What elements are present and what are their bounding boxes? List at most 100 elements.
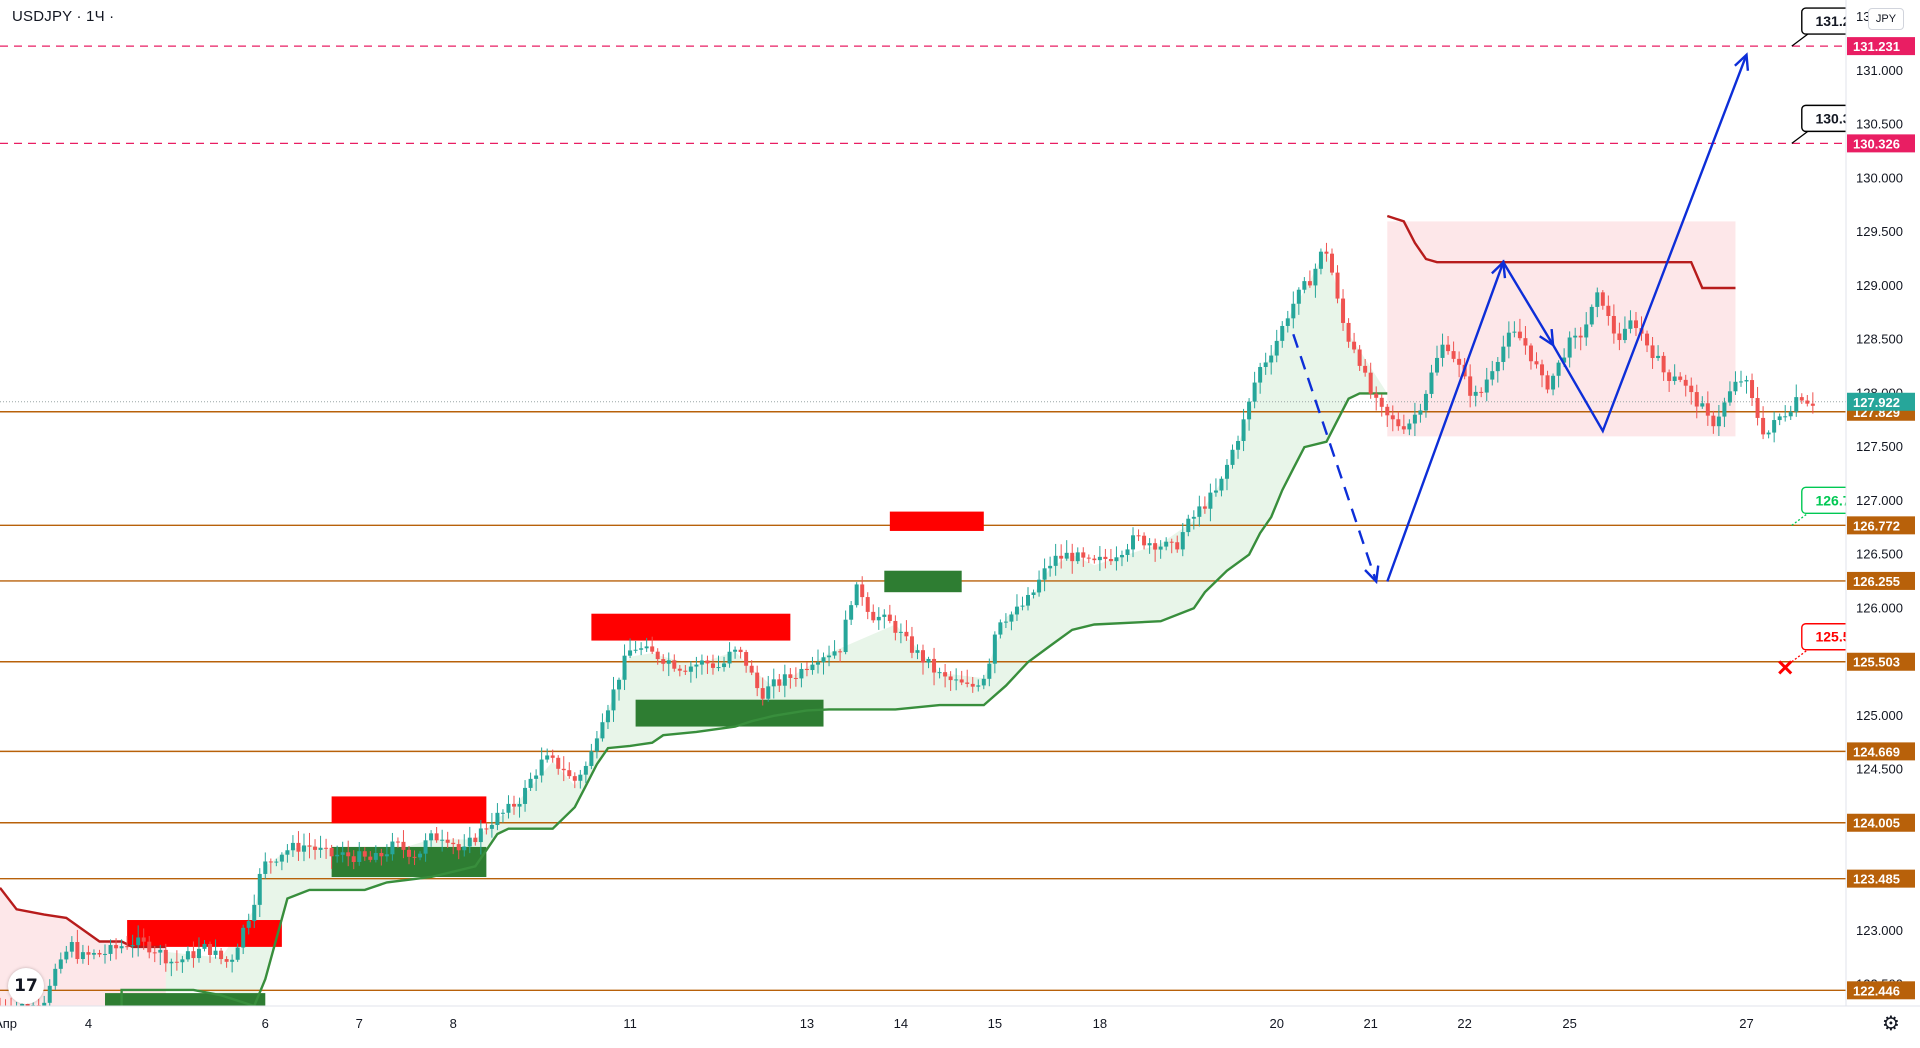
- candle: [876, 607, 881, 630]
- candle-body: [561, 768, 566, 771]
- price-badge-125.503: 125.503: [1853, 655, 1900, 670]
- candle: [1374, 386, 1379, 411]
- candle-body: [523, 787, 528, 804]
- candle: [1810, 392, 1815, 414]
- candle: [268, 858, 273, 874]
- plot-area: 131.231 130.326 126.772 125.503: [0, 7, 1846, 1006]
- candle-body: [1562, 357, 1567, 363]
- candle: [467, 826, 472, 854]
- candle-body: [1180, 532, 1185, 550]
- candle-body: [1158, 546, 1163, 550]
- candle: [1241, 408, 1246, 452]
- candle-body: [1661, 355, 1666, 373]
- candle: [445, 831, 450, 848]
- candle: [605, 704, 610, 730]
- gear-icon[interactable]: ⚙: [1882, 1011, 1900, 1035]
- last-price-badge-bg: [1847, 392, 1915, 411]
- candle: [948, 671, 953, 691]
- candle: [1329, 248, 1334, 276]
- candle: [125, 936, 130, 950]
- candle-body: [1777, 416, 1782, 421]
- candle: [827, 645, 832, 667]
- candle-body: [738, 649, 743, 653]
- candle: [1761, 406, 1766, 440]
- candle-body: [1213, 490, 1218, 493]
- candle: [1772, 411, 1777, 443]
- candle: [804, 662, 809, 677]
- candle-body: [241, 927, 246, 948]
- candle-body: [744, 652, 749, 666]
- candle: [970, 677, 975, 693]
- currency-button[interactable]: JPY: [1868, 8, 1904, 30]
- x-tick-label: 20: [1269, 1016, 1283, 1031]
- candle: [1224, 459, 1229, 491]
- candle-body: [440, 839, 445, 841]
- candle-body: [943, 672, 948, 677]
- candle-body: [20, 1003, 25, 1006]
- candle-body: [644, 646, 649, 649]
- candle: [1274, 329, 1279, 363]
- candle: [1689, 377, 1694, 405]
- price-badge-123.485-bg: [1847, 869, 1915, 888]
- candle-body: [749, 665, 754, 673]
- price-badge-122.446-bg: [1847, 981, 1915, 1000]
- candle-body: [1119, 554, 1124, 558]
- candle-body: [47, 985, 52, 1003]
- candle-body: [478, 828, 483, 843]
- supply-zone-3: [889, 511, 984, 531]
- candle: [406, 845, 411, 865]
- candle: [1440, 333, 1445, 367]
- candle: [893, 615, 898, 641]
- candle-body: [335, 854, 340, 857]
- price-badge-122.446: 122.446: [1853, 983, 1900, 998]
- candle: [1158, 540, 1163, 559]
- candle: [1031, 589, 1036, 599]
- candle-body: [1766, 432, 1771, 435]
- x-tick-label: 4: [85, 1016, 92, 1031]
- demand-zone-3: [884, 570, 962, 593]
- candle-body: [1534, 361, 1539, 365]
- callout-125.503: 125.503: [1791, 623, 1846, 663]
- candle-body: [1794, 397, 1799, 412]
- candle: [1479, 387, 1484, 398]
- candle-body: [788, 674, 793, 678]
- symbol-title[interactable]: USDJPY · 1Ч ·: [12, 8, 115, 25]
- candle-body: [208, 943, 213, 955]
- resistance-fill: [1387, 221, 1736, 437]
- candle-body: [423, 840, 428, 854]
- candle-body: [777, 679, 782, 686]
- y-tick-label: 127.500: [1856, 439, 1903, 454]
- candle: [147, 936, 152, 959]
- candle: [97, 949, 102, 958]
- candle: [1003, 613, 1008, 629]
- forecast-arrowhead-dashed: [1364, 565, 1380, 585]
- candle: [1236, 435, 1241, 459]
- candle-body: [484, 828, 489, 830]
- candle: [86, 945, 91, 966]
- candle: [594, 730, 599, 759]
- y-tick-label: 123.000: [1856, 923, 1903, 938]
- candle: [1755, 386, 1760, 426]
- candle-body: [1473, 391, 1478, 396]
- candle-body: [1722, 402, 1727, 417]
- candle: [1633, 311, 1638, 336]
- candle-body: [661, 659, 666, 664]
- candle-body: [1020, 605, 1025, 607]
- candle: [1341, 289, 1346, 331]
- candle-body: [1075, 552, 1080, 562]
- candle-body: [1750, 380, 1755, 399]
- candle: [313, 839, 318, 860]
- candle-body: [876, 616, 881, 621]
- candle-body: [1197, 506, 1202, 517]
- candle-body: [976, 685, 981, 687]
- tradingview-logo-icon[interactable]: 17: [8, 968, 44, 1004]
- candle: [744, 649, 749, 673]
- candle-body: [1070, 552, 1075, 562]
- candle-body: [1727, 391, 1732, 403]
- candle-body: [1628, 320, 1633, 329]
- candle-body: [1633, 320, 1638, 329]
- candle-body: [589, 751, 594, 766]
- candle: [1501, 335, 1506, 371]
